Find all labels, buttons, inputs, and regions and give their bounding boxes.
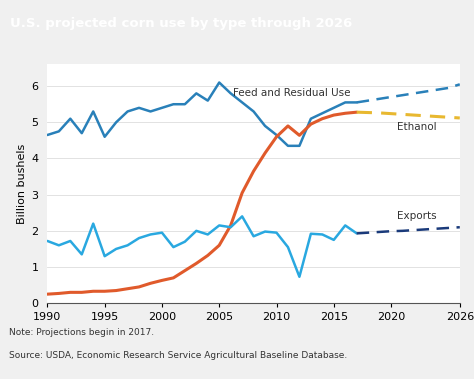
Text: Note: Projections begin in 2017.: Note: Projections begin in 2017. — [9, 328, 155, 337]
Y-axis label: Billion bushels: Billion bushels — [17, 144, 27, 224]
Text: Exports: Exports — [397, 211, 437, 221]
Text: U.S. projected corn use by type through 2026: U.S. projected corn use by type through … — [10, 17, 353, 30]
Text: Source: USDA, Economic Research Service Agricultural Baseline Database.: Source: USDA, Economic Research Service … — [9, 351, 348, 360]
Text: Feed and Residual Use: Feed and Residual Use — [233, 88, 350, 98]
Text: Ethanol: Ethanol — [397, 122, 437, 132]
